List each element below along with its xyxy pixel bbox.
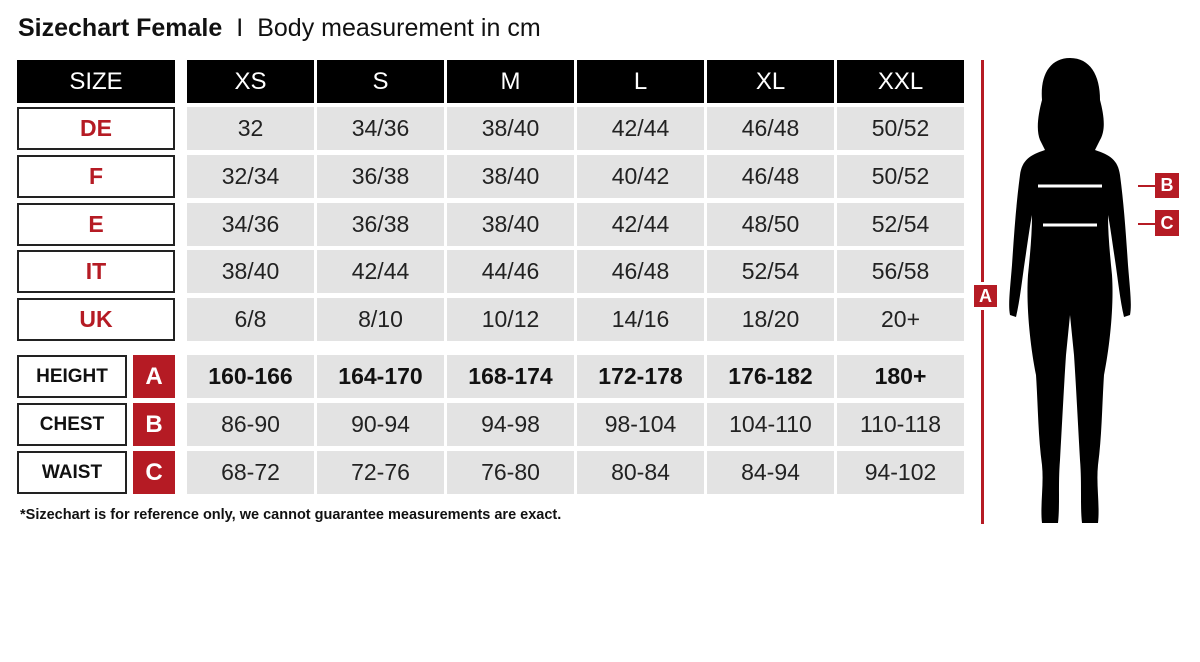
region-label: UK (17, 298, 175, 341)
table-cell: 18/20 (707, 298, 834, 341)
size-column-header: XL (707, 60, 834, 103)
table-cell: 20+ (837, 298, 964, 341)
title-subtitle: Body measurement in cm (257, 14, 541, 42)
size-column-header: L (577, 60, 704, 103)
table-cell: 86-90 (187, 403, 314, 446)
table-cell: 50/52 (837, 107, 964, 150)
table-cell: 52/54 (837, 203, 964, 246)
title-separator: I (236, 14, 244, 42)
measurement-letter: B (133, 403, 175, 446)
table-cell: 36/38 (317, 203, 444, 246)
table-cell: 160-166 (187, 355, 314, 398)
female-silhouette-icon (1009, 58, 1131, 523)
table-cell: 56/58 (837, 250, 964, 293)
table-cell: 42/44 (577, 107, 704, 150)
measurement-letter: C (133, 451, 175, 494)
region-label: E (17, 203, 175, 246)
footnote: *Sizechart is for reference only, we can… (20, 507, 562, 523)
table-cell: 94-102 (837, 451, 964, 494)
table-cell: 32/34 (187, 155, 314, 198)
table-cell: 38/40 (447, 203, 574, 246)
region-label: F (17, 155, 175, 198)
table-cell: 104-110 (707, 403, 834, 446)
table-cell: 38/40 (447, 107, 574, 150)
table-cell: 46/48 (577, 250, 704, 293)
region-label: IT (17, 250, 175, 293)
table-cell: 68-72 (187, 451, 314, 494)
table-cell: 48/50 (707, 203, 834, 246)
measurement-label: CHEST (17, 403, 127, 446)
table-cell: 84-94 (707, 451, 834, 494)
table-cell: 38/40 (447, 155, 574, 198)
table-cell: 180+ (837, 355, 964, 398)
table-cell: 98-104 (577, 403, 704, 446)
table-cell: 176-182 (707, 355, 834, 398)
table-cell: 44/46 (447, 250, 574, 293)
table-cell: 42/44 (317, 250, 444, 293)
table-cell: 36/38 (317, 155, 444, 198)
height-marker: A (971, 282, 1000, 310)
table-cell: 8/10 (317, 298, 444, 341)
table-cell: 38/40 (187, 250, 314, 293)
table-cell: 168-174 (447, 355, 574, 398)
table-cell: 46/48 (707, 107, 834, 150)
size-column-header: XS (187, 60, 314, 103)
waist-marker: C (1155, 210, 1179, 236)
size-header: SIZE (17, 60, 175, 103)
region-label: DE (17, 107, 175, 150)
table-cell: 46/48 (707, 155, 834, 198)
table-cell: 42/44 (577, 203, 704, 246)
table-cell: 72-76 (317, 451, 444, 494)
table-cell: 14/16 (577, 298, 704, 341)
table-cell: 32 (187, 107, 314, 150)
table-cell: 76-80 (447, 451, 574, 494)
measurement-letter: A (133, 355, 175, 398)
waist-leader-line (1138, 223, 1156, 225)
table-cell: 52/54 (707, 250, 834, 293)
table-cell: 94-98 (447, 403, 574, 446)
chest-leader-line (1138, 185, 1156, 187)
measurement-label: WAIST (17, 451, 127, 494)
size-column-header: XXL (837, 60, 964, 103)
table-cell: 164-170 (317, 355, 444, 398)
table-cell: 80-84 (577, 451, 704, 494)
table-cell: 6/8 (187, 298, 314, 341)
chest-marker: B (1155, 173, 1179, 198)
size-column-header: M (447, 60, 574, 103)
table-cell: 10/12 (447, 298, 574, 341)
title-main: Sizechart Female (18, 14, 223, 42)
table-cell: 172-178 (577, 355, 704, 398)
table-cell: 34/36 (187, 203, 314, 246)
table-cell: 90-94 (317, 403, 444, 446)
size-column-header: S (317, 60, 444, 103)
table-cell: 50/52 (837, 155, 964, 198)
table-cell: 110-118 (837, 403, 964, 446)
page-title: Sizechart Female I Body measurement in cm (18, 14, 541, 43)
measurement-label: HEIGHT (17, 355, 127, 398)
table-cell: 40/42 (577, 155, 704, 198)
table-cell: 34/36 (317, 107, 444, 150)
